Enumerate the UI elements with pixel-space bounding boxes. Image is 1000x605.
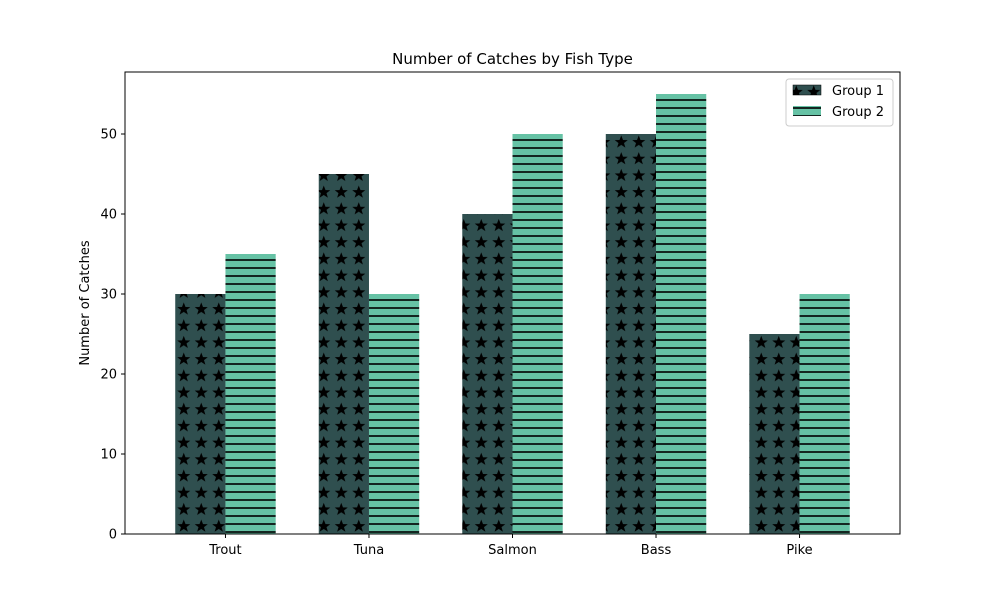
y-tick-label: 40 (100, 208, 117, 223)
bar-group-2-tuna (368, 294, 420, 534)
chart-title: Number of Catches by Fish Type (392, 50, 633, 68)
y-tick-label: 10 (100, 448, 117, 463)
bar-group-1-pike (749, 334, 800, 534)
legend-swatch-group-2 (793, 106, 821, 116)
bar-group-1-bass (605, 134, 657, 534)
bar-group-1-trout (175, 294, 226, 534)
y-axis: 0 10 20 30 40 50 (100, 128, 125, 543)
x-tick-label-bass: Bass (641, 543, 672, 558)
bars-layer (175, 94, 850, 534)
legend: Group 1 Group 2 (785, 78, 894, 127)
legend-label-group-1: Group 1 (832, 84, 884, 99)
bar-group-2-pike (799, 294, 850, 534)
bar-group-2-trout (225, 254, 276, 534)
y-axis-label: Number of Catches (78, 240, 93, 366)
bar-group-1-salmon (462, 214, 513, 534)
y-tick-label: 50 (100, 128, 117, 143)
x-tick-label-trout: Trout (208, 543, 241, 558)
bar-group-2-bass (656, 94, 707, 534)
bar-group-2-salmon (512, 134, 563, 534)
y-tick-label: 20 (100, 368, 117, 383)
y-tick-label: 30 (100, 288, 117, 303)
y-tick-label: 0 (109, 528, 117, 543)
x-tick-label-tuna: Tuna (353, 543, 384, 558)
x-axis: Trout Tuna Salmon Bass Pike (208, 534, 813, 558)
x-tick-label-salmon: Salmon (488, 543, 537, 558)
bar-group-1-tuna (318, 174, 369, 534)
legend-label-group-2: Group 2 (832, 105, 884, 120)
legend-swatch-group-1 (792, 84, 822, 96)
x-tick-label-pike: Pike (786, 543, 812, 558)
plot-frame (124, 71, 901, 535)
